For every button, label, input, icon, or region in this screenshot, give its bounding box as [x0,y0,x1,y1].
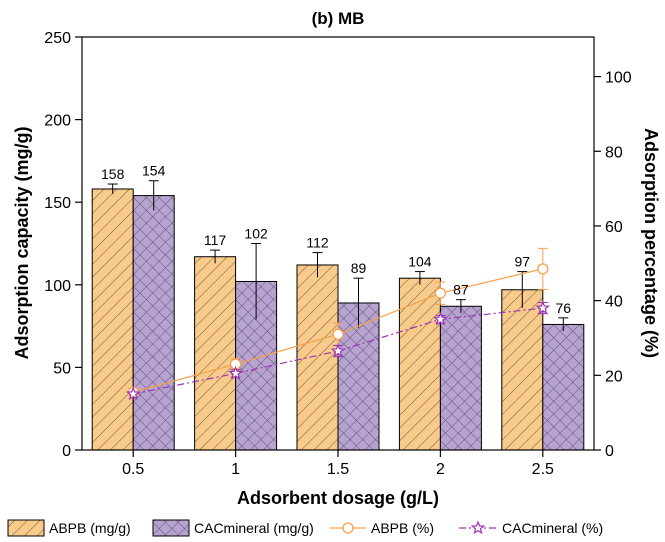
point-cacmineral-pct-1 [228,365,243,380]
chart-title: (b) MB [312,9,365,28]
bars [91,188,585,451]
label-cacmineral-1: 102 [244,226,268,242]
y2-axis-title: Adsorption percentage (%) [641,128,661,358]
right-axis-ticks: 0 20 40 60 80 100 [594,70,632,460]
point-cacmineral-pct-3 [433,311,448,326]
legend: ABPB (mg/g) CACmineral (mg/g) ABPB (%) CACm… [7,519,603,537]
error-bars [107,180,569,332]
bar-pattern-cacmineral-4 [542,323,585,451]
label-abpb-4: 97 [515,254,531,270]
bar-pattern-cacmineral-0 [132,195,175,451]
x-tick-label-1: 1 [231,461,240,478]
label-abpb-0: 158 [101,166,125,182]
bar-pattern-abpb-3 [398,277,441,451]
x-axis-ticks: 0.5 1 1.5 2 2.5 [122,450,554,478]
legend-label-abpb: ABPB (mg/g) [49,520,131,536]
line-cacmineral-pct [133,307,543,395]
y-tick-label-50: 50 [53,360,71,377]
x-tick-label-3: 2 [436,461,445,478]
bar-pattern-abpb-2 [296,264,339,451]
percentage-lines [125,247,551,401]
legend-marker-cacmineral-pct [470,520,486,535]
label-cacmineral-4: 76 [556,300,572,316]
label-abpb-1: 117 [204,232,227,248]
legend-swatch-pattern-cacmineral [152,519,190,537]
y-tick-label-250: 250 [44,30,71,47]
y-tick-label-200: 200 [44,113,71,130]
y2-tick-label-40: 40 [605,294,623,311]
point-cacmineral-pct-2 [330,343,346,358]
legend-swatch-pattern-abpb [7,519,45,537]
y2-tick-label-60: 60 [605,219,623,236]
y-tick-label-150: 150 [44,195,71,212]
y2-tick-label-20: 20 [605,368,623,385]
point-abpb-pct-3 [434,287,447,299]
y-tick-label-0: 0 [62,443,71,460]
legend-label-cacmineral-pct: CACmineral (%) [502,520,603,536]
point-abpb-pct-4 [537,263,549,275]
bar-pattern-abpb-4 [501,289,544,451]
bar-pattern-abpb-1 [194,256,237,451]
legend-marker-abpb-pct [342,522,354,534]
legend-label-cacmineral: CACmineral (mg/g) [194,520,314,536]
point-abpb-pct-2 [332,328,344,340]
y2-tick-label-100: 100 [605,70,632,87]
y2-tick-label-80: 80 [605,144,623,161]
x-tick-label-0: 0.5 [122,461,144,478]
x-axis-title: Adsorbent dosage (g/L) [237,488,439,508]
y2-tick-label-0: 0 [605,443,614,460]
bar-pattern-abpb-0 [91,188,134,451]
label-cacmineral-3: 87 [453,282,469,298]
x-tick-label-4: 2.5 [532,461,554,478]
point-cacmineral-pct-4 [535,300,551,315]
legend-label-abpb-pct: ABPB (%) [371,520,434,536]
left-axis-ticks: 0 50 100 150 200 250 [44,30,82,460]
label-cacmineral-0: 154 [142,163,166,179]
label-abpb-3: 104 [408,254,432,270]
label-cacmineral-2: 89 [351,260,367,276]
x-tick-label-2: 1.5 [327,461,349,478]
point-cacmineral-pct-0 [125,386,141,401]
bar-value-labels: 158 117 112 104 97 154 102 89 87 76 [101,163,571,316]
y-axis-title: Adsorption capacity (mg/g) [12,126,32,359]
bar-pattern-cacmineral-3 [439,305,482,451]
label-abpb-2: 112 [306,235,329,251]
y-tick-label-100: 100 [44,278,71,295]
